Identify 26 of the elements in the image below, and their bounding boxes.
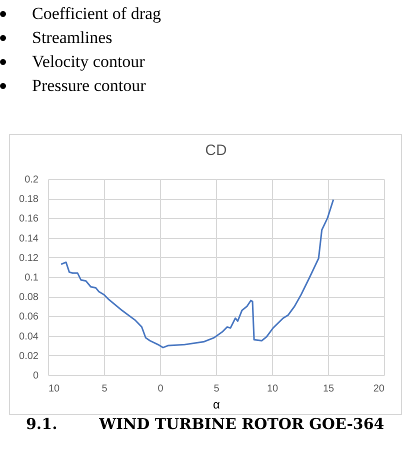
y-tick-label: 0.1 xyxy=(24,272,39,284)
x-tick-label: 10 xyxy=(266,384,278,394)
text: 9.1. WIND TURBINE ROTOR GOE-364 xyxy=(26,415,386,433)
text: Streamlines xyxy=(31,27,114,49)
y-tick-label: 0.12 xyxy=(19,252,39,264)
x-tick-label: 5 xyxy=(102,384,108,394)
x-tick-label: 20 xyxy=(373,384,385,394)
text: Coefficient of drag xyxy=(31,3,162,25)
x-tick-label: 0 xyxy=(158,384,164,394)
chart-title: CD xyxy=(205,142,227,159)
text: Velocity contour xyxy=(31,51,146,73)
y-tick-label: 0.18 xyxy=(19,194,39,206)
text: Pressure contour xyxy=(31,75,147,97)
x-tick-label: 10 xyxy=(48,384,60,394)
y-tick-label: 0.02 xyxy=(19,350,39,362)
line-series xyxy=(60,198,334,348)
x-tick-label: 15 xyxy=(322,384,334,394)
y-tick-label: 0.04 xyxy=(19,331,39,342)
y-tick-label: 0.08 xyxy=(19,292,39,304)
y-tick-label: 0 xyxy=(32,370,39,382)
x-axis-title: α xyxy=(213,398,220,412)
y-tick-label: 0.06 xyxy=(19,312,39,323)
x-tick-label: 5 xyxy=(214,384,220,394)
y-tick-label: 0.2 xyxy=(24,174,39,186)
y-tick-label: 0.14 xyxy=(19,233,39,244)
y-tick-label: 0.16 xyxy=(19,214,39,225)
